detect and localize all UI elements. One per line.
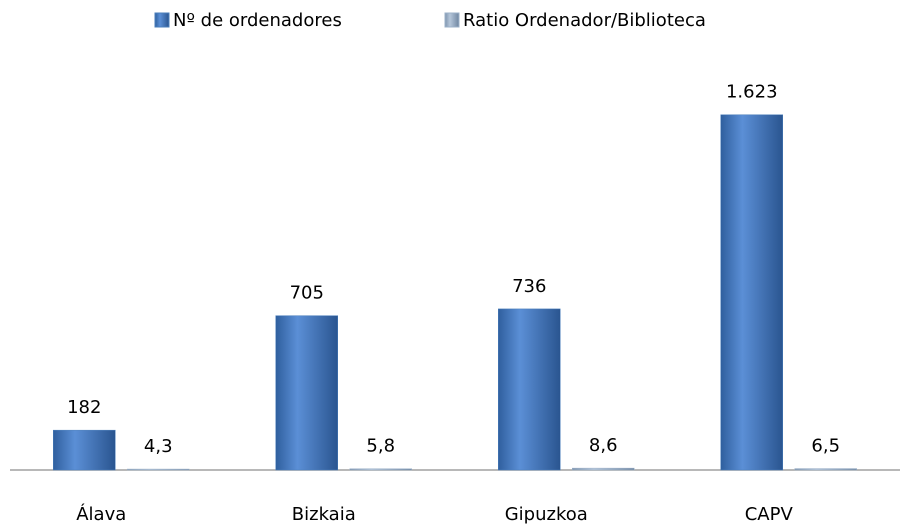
- x-tick-label: CAPV: [745, 504, 794, 525]
- legend-label: Ratio Ordenador/Biblioteca: [463, 10, 706, 31]
- bar: [53, 429, 116, 471]
- legend-label: Nº de ordenadores: [173, 10, 342, 31]
- data-label: 8,6: [589, 435, 618, 456]
- bar: [572, 467, 635, 471]
- bar: [349, 468, 412, 471]
- data-label: 4,3: [144, 436, 173, 457]
- legend-swatch: [154, 12, 170, 28]
- data-label: 5,8: [366, 436, 395, 457]
- data-label: 705: [290, 283, 324, 304]
- bar: [794, 468, 857, 471]
- bar: [127, 468, 190, 471]
- bar: [720, 114, 783, 471]
- data-label: 736: [512, 276, 546, 297]
- bar: [498, 308, 561, 471]
- data-label: 182: [67, 397, 101, 418]
- data-label: 1.623: [726, 82, 778, 103]
- x-tick-label: Gipuzkoa: [505, 504, 588, 525]
- bar: [275, 315, 338, 471]
- x-tick-label: Bizkaia: [292, 504, 356, 525]
- x-tick-label: Álava: [76, 503, 126, 525]
- legend-swatch: [444, 12, 460, 28]
- data-label: 6,5: [811, 436, 840, 457]
